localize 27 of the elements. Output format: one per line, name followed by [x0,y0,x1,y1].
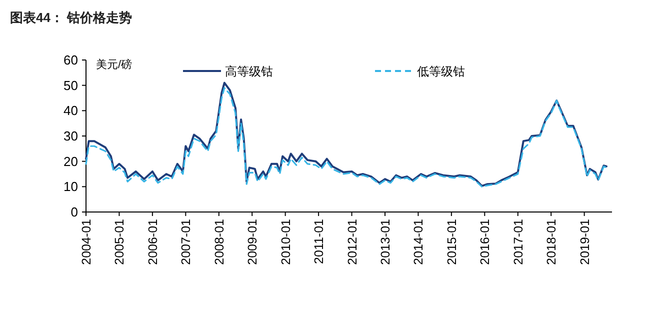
x-tick-label: 2019-01 [578,218,592,265]
x-tick-label: 2007-01 [179,218,194,265]
x-tick-label: 2008-01 [212,218,226,265]
x-tick-label: 2004-01 [80,218,94,265]
x-tick-label: 2012-01 [345,218,360,265]
x-tick-label: 2011-01 [312,218,326,264]
y-tick-label: 10 [64,179,78,194]
chart-title: 图表44： 钴价格走势 [10,10,132,25]
x-tick-label: 2015-01 [444,218,459,265]
y-tick-label: 40 [64,103,78,118]
y-tick-label: 0 [70,204,78,220]
y-tick-label: 50 [64,78,78,93]
y-tick-label: 20 [64,154,78,169]
x-tick-label: 2017-01 [511,218,526,265]
x-tick-label: 2009-01 [246,218,260,265]
x-tick-label: 2010-01 [278,218,293,265]
x-tick-label: 2018-01 [544,218,559,265]
x-tick-label: 2016-01 [478,218,492,265]
x-tick-label: 2013-01 [378,218,392,265]
y-tick-label: 60 [64,52,78,68]
y-axis-title: 美元/磅 [96,58,132,71]
x-tick-label: 2005-01 [112,218,127,265]
x-tick-label: 2014-01 [412,218,426,265]
y-tick-label: 30 [64,128,78,144]
legend-label: 低等级钴 [417,64,465,78]
legend-label: 高等级钴 [225,64,273,78]
x-tick-label: 2006-01 [146,218,160,265]
